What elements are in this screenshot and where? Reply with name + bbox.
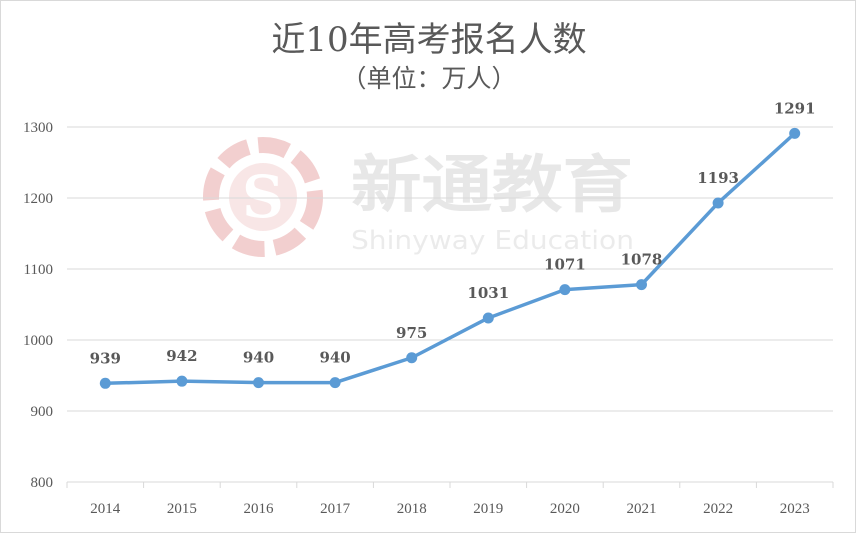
x-tick-label: 2023 [780,501,810,517]
svg-text:S: S [242,163,284,231]
series [99,127,801,389]
y-tick-label: 1200 [23,191,53,207]
x-tick-label: 2015 [167,501,197,517]
data-labels: 939 942 940 940 975 1031 1071 1078 1193 1291 [90,99,816,367]
data-point [176,375,188,387]
data-label: 1071 [544,256,586,274]
data-point [329,377,341,389]
data-label: 940 [319,349,350,367]
y-tick-label: 1300 [23,120,53,136]
data-label: 942 [166,347,197,365]
data-label: 939 [90,349,121,367]
chart-title: 近10年高考报名人数 [271,20,586,60]
x-tick-label: 2014 [90,501,121,517]
data-point [482,312,494,324]
x-axis [66,481,834,488]
data-label: 1031 [467,284,509,302]
x-tick-label: 2021 [627,501,657,517]
watermark: S 新通教育 Shinyway Education [203,137,634,257]
data-point [559,284,571,296]
shinyway-s-logo-icon: S [203,137,323,257]
x-tick-label: 2017 [320,501,351,517]
y-axis-tick-labels: 800 900 1000 1100 1200 1300 [23,120,53,491]
x-tick-label: 2022 [703,501,733,517]
watermark-name-cn: 新通教育 [351,148,633,221]
data-label: 1193 [697,169,739,187]
y-tick-label: 1100 [24,262,53,278]
y-tick-label: 1000 [23,333,53,349]
watermark-name-en: Shinyway Education [351,226,634,256]
data-label: 1291 [774,99,816,117]
data-point [789,127,801,139]
data-point [636,279,647,291]
series-line [103,131,797,386]
x-tick-label: 2016 [244,501,275,517]
x-axis-tick-labels: 2014 2015 2016 2017 2018 2019 2020 2021 2022 2023 [90,501,809,517]
y-tick-label: 900 [31,404,54,420]
data-point [99,377,111,389]
gridlines [67,126,833,412]
x-tick-label: 2020 [550,501,580,517]
y-tick-label: 800 [31,475,54,491]
data-point [712,197,724,209]
x-tick-label: 2018 [397,501,427,517]
data-label: 940 [243,349,274,367]
x-tick-label: 2019 [473,501,503,517]
data-point [406,352,418,364]
data-point [253,377,264,389]
data-label: 1078 [621,251,663,269]
chart-subtitle: （单位：万人） [341,64,516,93]
data-label: 975 [396,324,427,342]
